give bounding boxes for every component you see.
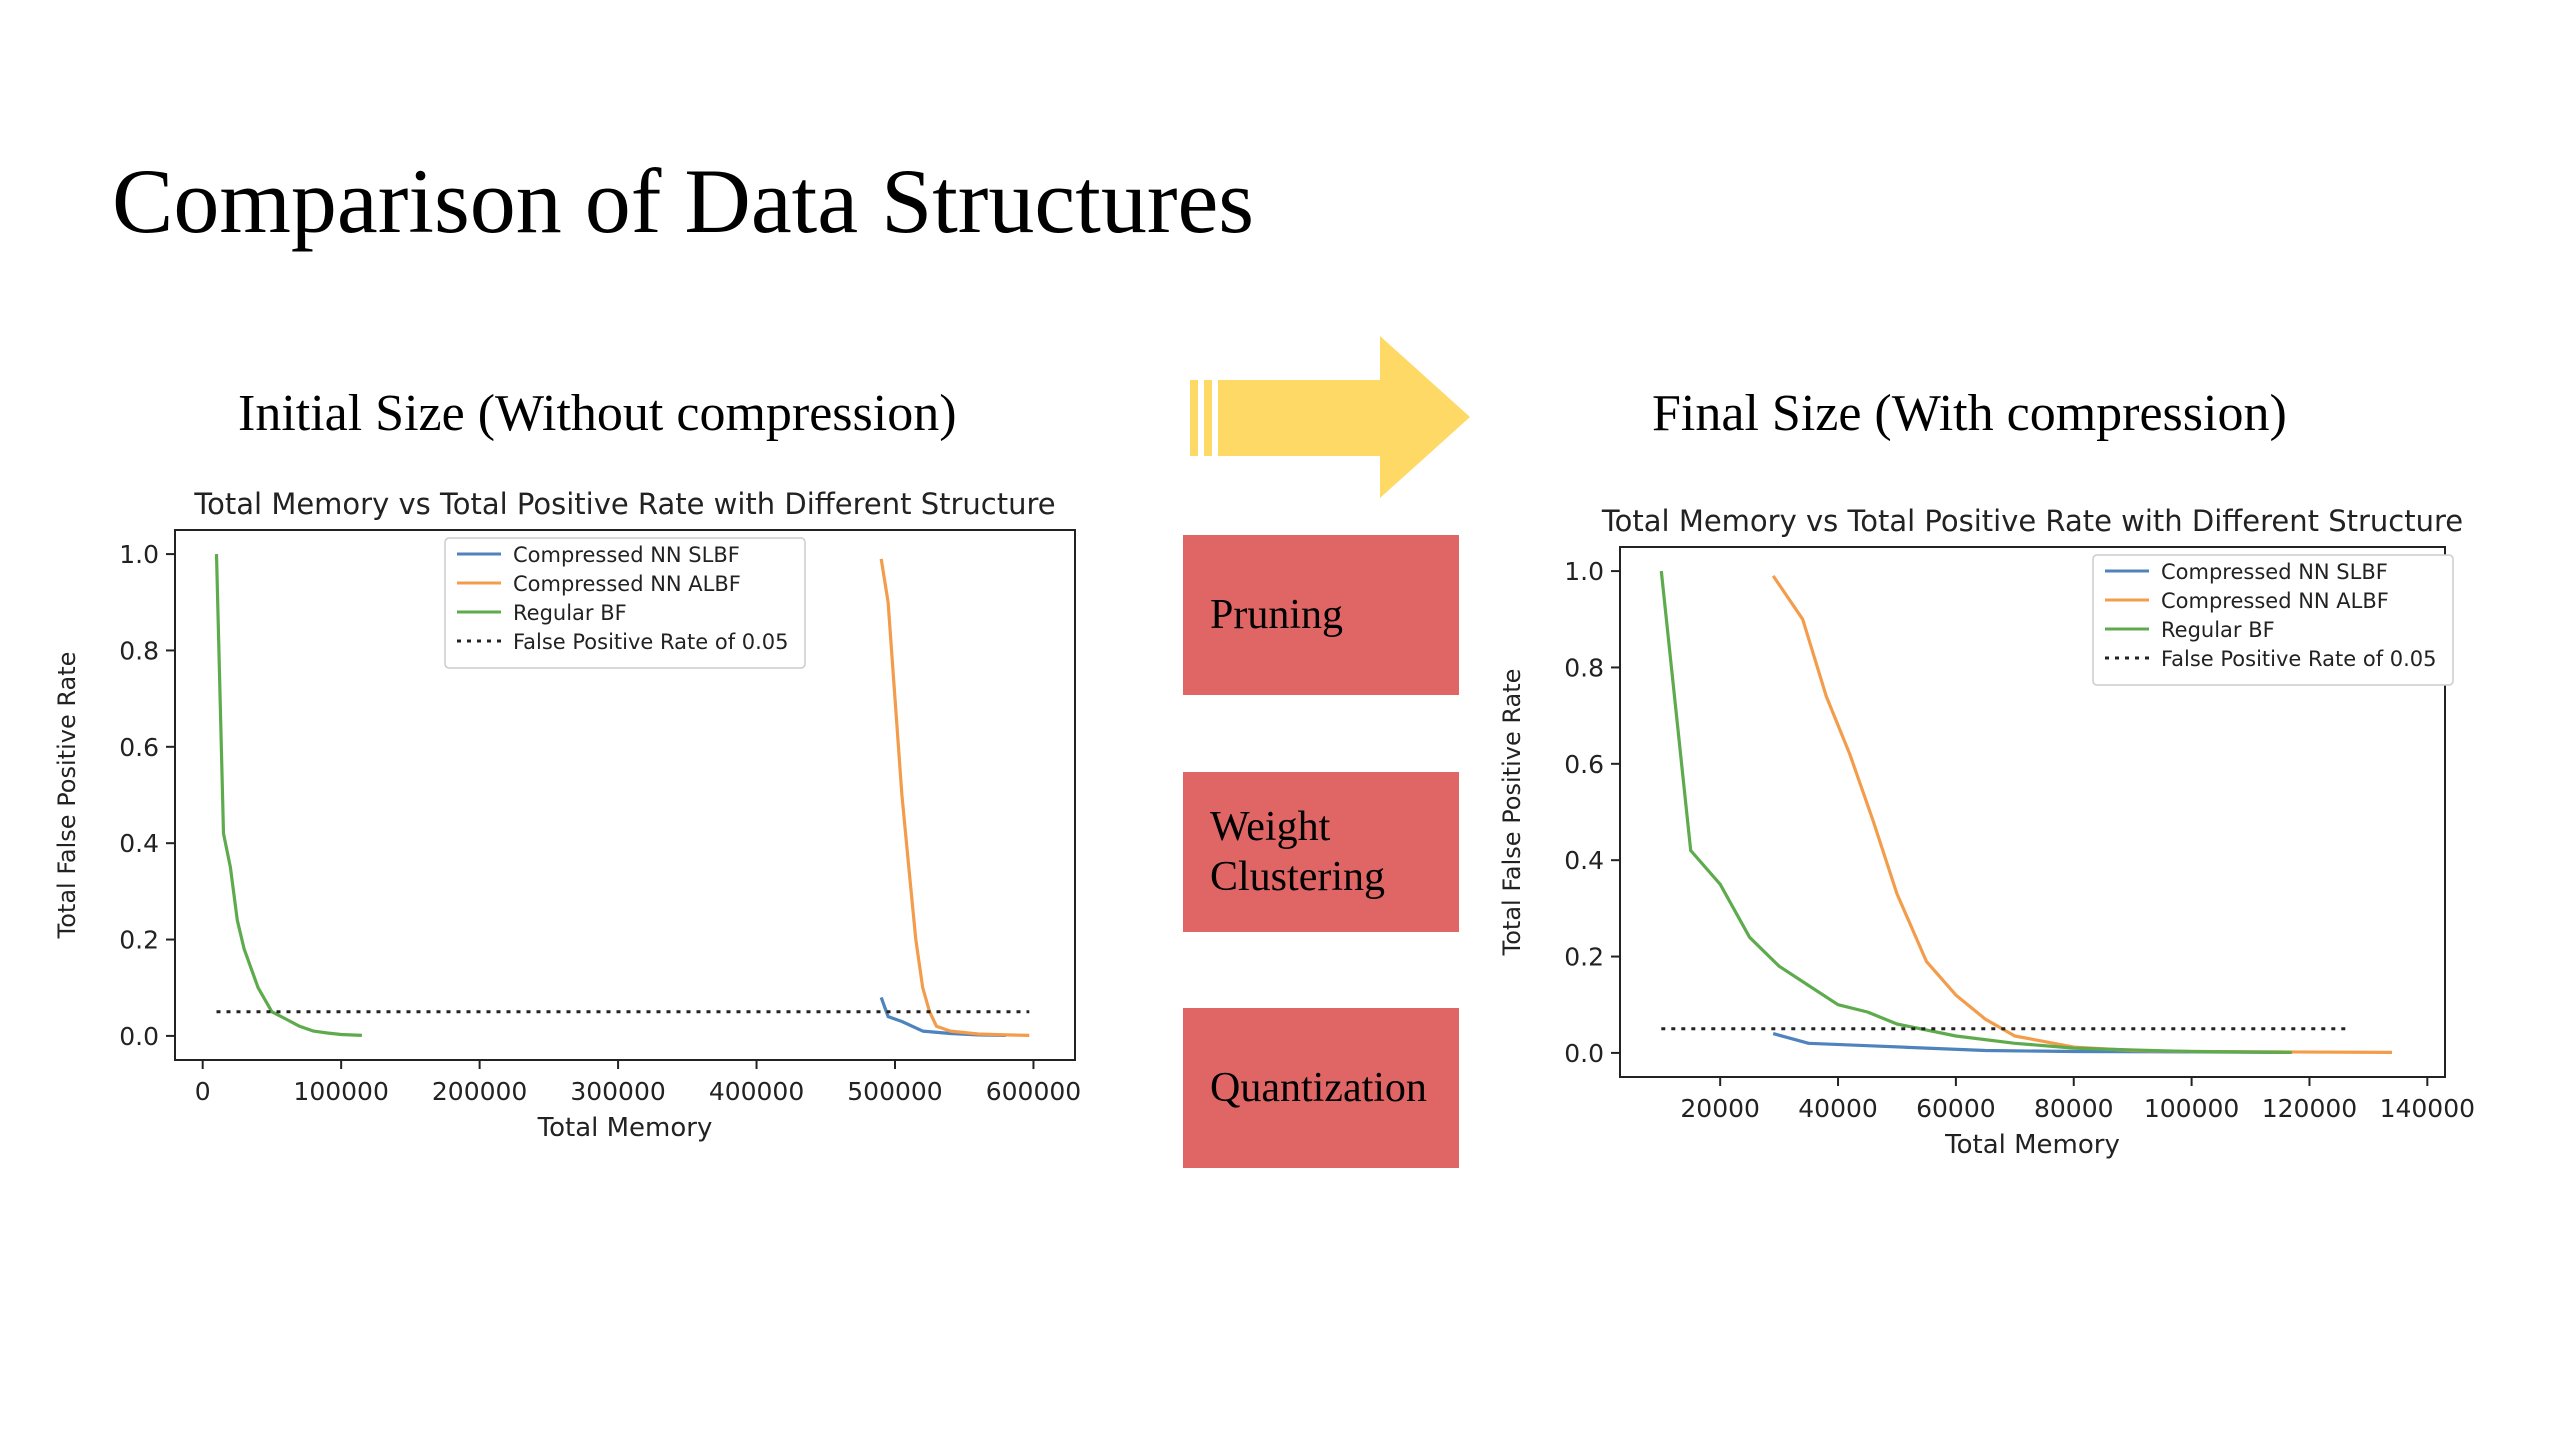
x-tick-label: 100000 (293, 1077, 388, 1106)
x-axis-label: Total Memory (537, 1113, 713, 1143)
y-tick-label: 1.0 (119, 540, 159, 569)
legend-label-2: Regular BF (2161, 618, 2275, 642)
pruning-step-box: Pruning (1183, 535, 1459, 695)
plot-frame (1619, 546, 2446, 1078)
legend-label-2: Regular BF (513, 601, 627, 625)
x-tick-label: 140000 (2380, 1094, 2475, 1123)
series-line-2 (1659, 570, 2292, 1054)
x-tick-label: 120000 (2262, 1094, 2357, 1123)
legend-label-1: Compressed NN ALBF (513, 572, 741, 596)
legend-label-3: False Positive Rate of 0.05 (513, 630, 789, 654)
legend-label-3: False Positive Rate of 0.05 (2161, 647, 2437, 671)
legend-box (2092, 554, 2454, 686)
quantization-step-box: Quantization (1183, 1008, 1459, 1168)
y-tick-label: 0.4 (119, 829, 159, 858)
y-tick-label: 0.8 (119, 636, 159, 665)
weight-clustering-label: Weight Clustering (1210, 803, 1385, 900)
series-line-0 (1772, 1032, 2292, 1055)
x-tick-label: 100000 (2144, 1094, 2239, 1123)
y-tick-label: 0.2 (1564, 943, 1604, 972)
y-tick-label: 0.6 (1564, 750, 1604, 779)
slide-title: Comparison of Data Structures (112, 150, 1255, 252)
final-size-chart: Total Memory vs Total Positive Rate with… (1498, 504, 2475, 1160)
y-tick-label: 0.0 (119, 1022, 159, 1051)
x-tick-label: 20000 (1680, 1094, 1760, 1123)
x-tick-label: 600000 (986, 1077, 1081, 1106)
y-tick-label: 0.0 (1564, 1039, 1604, 1068)
y-axis-label: Total False Positive Rate (53, 652, 81, 940)
right-arrow-icon (1190, 336, 1470, 498)
y-tick-label: 1.0 (1564, 557, 1604, 586)
chart-title: Total Memory vs Total Positive Rate with… (193, 487, 1055, 521)
x-tick-label: 300000 (570, 1077, 665, 1106)
quantization-label: Quantization (1210, 1064, 1427, 1111)
initial-size-chart: Total Memory vs Total Positive Rate with… (53, 487, 1081, 1143)
y-tick-label: 0.4 (1564, 846, 1604, 875)
x-tick-label: 40000 (1798, 1094, 1878, 1123)
x-tick-label: 60000 (1916, 1094, 1996, 1123)
final-size-subtitle: Final Size (With compression) (1652, 385, 2287, 442)
x-tick-label: 200000 (432, 1077, 527, 1106)
x-tick-label: 80000 (2034, 1094, 2114, 1123)
x-tick-label: 500000 (847, 1077, 942, 1106)
chart-title: Total Memory vs Total Positive Rate with… (1601, 504, 2463, 538)
legend-label-0: Compressed NN SLBF (513, 543, 740, 567)
y-tick-label: 0.6 (119, 733, 159, 762)
y-tick-label: 0.8 (1564, 653, 1604, 682)
y-tick-label: 0.2 (119, 926, 159, 955)
legend-box (444, 537, 806, 669)
x-tick-label: 0 (195, 1077, 211, 1106)
initial-size-subtitle: Initial Size (Without compression) (238, 385, 957, 442)
series-line-2 (214, 554, 362, 1037)
x-axis-label: Total Memory (1944, 1130, 2120, 1160)
weight-clustering-step-box: Weight Clustering (1183, 772, 1459, 932)
x-tick-label: 400000 (709, 1077, 804, 1106)
series-line-1 (879, 558, 1030, 1037)
legend-label-1: Compressed NN ALBF (2161, 589, 2389, 613)
y-axis-label: Total False Positive Rate (1498, 669, 1526, 957)
plot-frame (174, 529, 1076, 1061)
legend-label-0: Compressed NN SLBF (2161, 560, 2388, 584)
pruning-label: Pruning (1210, 591, 1344, 638)
